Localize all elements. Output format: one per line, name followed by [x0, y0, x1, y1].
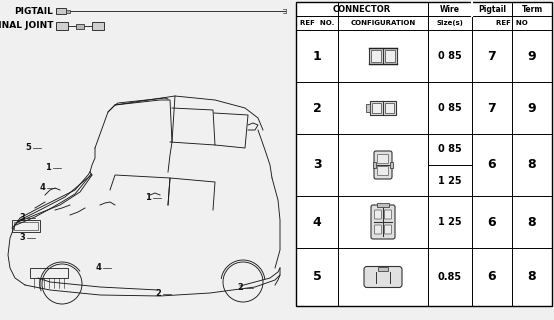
Text: 7: 7 — [488, 50, 496, 62]
FancyBboxPatch shape — [375, 225, 382, 234]
Text: 3: 3 — [312, 158, 321, 172]
Text: 9: 9 — [528, 101, 536, 115]
Bar — [377, 203, 389, 207]
Text: 8: 8 — [528, 215, 536, 228]
Text: REF  NO.: REF NO. — [300, 20, 334, 26]
Bar — [296, 2, 552, 306]
Text: 2: 2 — [237, 284, 243, 292]
Bar — [372, 103, 381, 113]
Text: 2: 2 — [312, 101, 321, 115]
Text: 5: 5 — [312, 270, 321, 284]
Text: 3: 3 — [19, 213, 25, 222]
Text: 9: 9 — [528, 50, 536, 62]
Bar — [92, 22, 104, 30]
Text: 0 85: 0 85 — [438, 51, 462, 61]
Text: CONFIGURATION: CONFIGURATION — [350, 20, 416, 26]
Text: 1: 1 — [145, 194, 151, 203]
Text: 7: 7 — [488, 101, 496, 115]
Bar — [56, 8, 66, 14]
Text: 6: 6 — [488, 270, 496, 284]
FancyBboxPatch shape — [377, 166, 388, 175]
Text: PIGTAIL: PIGTAIL — [14, 6, 53, 15]
Bar — [76, 23, 84, 28]
FancyBboxPatch shape — [384, 225, 392, 234]
Text: 1 25: 1 25 — [438, 175, 462, 186]
Text: 0 85: 0 85 — [438, 103, 462, 113]
Bar — [12, 220, 40, 232]
Text: Term: Term — [521, 4, 542, 13]
Text: Size(s): Size(s) — [437, 20, 464, 26]
Text: TERMINAL JOINT: TERMINAL JOINT — [0, 21, 53, 30]
FancyBboxPatch shape — [374, 151, 392, 179]
Text: 0 85: 0 85 — [438, 145, 462, 155]
Text: 8: 8 — [528, 270, 536, 284]
Text: 1 25: 1 25 — [438, 217, 462, 227]
Text: 5: 5 — [25, 143, 31, 153]
Text: 6: 6 — [488, 215, 496, 228]
Bar — [370, 101, 396, 115]
Text: 8: 8 — [528, 158, 536, 172]
Text: 4: 4 — [95, 263, 101, 273]
Bar — [373, 162, 376, 168]
Bar — [369, 48, 397, 64]
Text: 1: 1 — [45, 164, 51, 172]
Text: 2: 2 — [155, 290, 161, 299]
FancyBboxPatch shape — [377, 155, 388, 164]
Text: 1: 1 — [312, 50, 321, 62]
Bar — [385, 103, 394, 113]
Text: 4: 4 — [312, 215, 321, 228]
Text: 4: 4 — [39, 183, 45, 193]
FancyBboxPatch shape — [364, 267, 402, 287]
Bar — [30, 268, 68, 278]
Bar — [378, 267, 388, 270]
Text: CONNECTOR: CONNECTOR — [333, 4, 391, 13]
Text: 0.85: 0.85 — [438, 272, 462, 282]
FancyBboxPatch shape — [384, 210, 392, 219]
Bar — [366, 104, 370, 112]
FancyBboxPatch shape — [375, 210, 382, 219]
Bar — [66, 10, 70, 12]
Text: REF  NO: REF NO — [496, 20, 528, 26]
Text: Pigtail: Pigtail — [478, 4, 506, 13]
Bar — [14, 222, 38, 230]
Text: 6: 6 — [488, 158, 496, 172]
Bar — [390, 162, 393, 168]
FancyBboxPatch shape — [371, 205, 395, 239]
Text: 3: 3 — [19, 234, 25, 243]
Text: Wire: Wire — [440, 4, 460, 13]
Bar — [385, 50, 395, 62]
Bar — [56, 22, 68, 30]
Bar — [371, 50, 381, 62]
